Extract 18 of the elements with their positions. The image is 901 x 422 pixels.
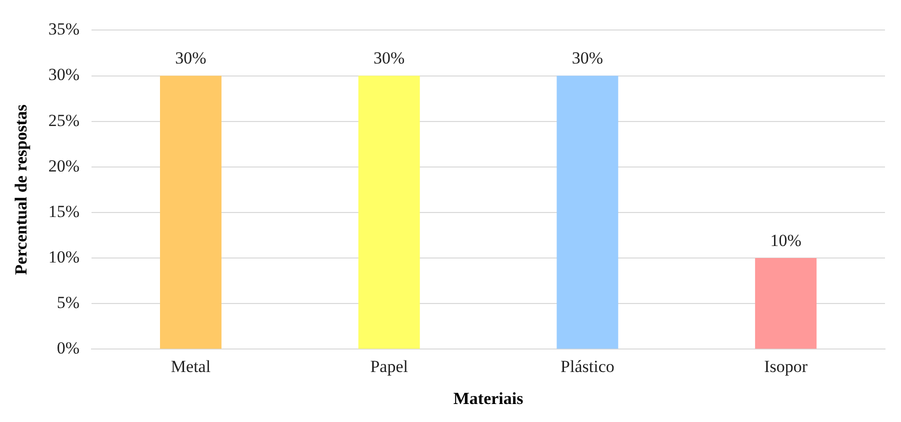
data-label: 30% xyxy=(374,48,405,68)
y-tick-label: 20% xyxy=(48,156,80,176)
y-tick-label: 15% xyxy=(48,202,80,221)
y-axis-title: Percentual de respostas xyxy=(12,104,31,275)
data-label: 30% xyxy=(572,48,604,68)
y-tick-label: 30% xyxy=(48,65,80,84)
y-tick-label: 5% xyxy=(56,293,80,312)
x-tick-label: Plástico xyxy=(560,356,614,376)
x-axis-title: Materiais xyxy=(453,389,524,408)
data-label: 10% xyxy=(770,231,802,250)
y-tick-label: 0% xyxy=(56,338,80,358)
x-tick-label: Isopor xyxy=(764,356,808,376)
y-tick-label: 25% xyxy=(48,110,80,130)
y-tick-label: 35% xyxy=(48,20,80,39)
y-tick-label: 10% xyxy=(48,248,80,267)
data-label: 30% xyxy=(175,48,206,68)
x-tick-label: Metal xyxy=(170,356,211,376)
x-tick-label: Papel xyxy=(370,356,408,376)
